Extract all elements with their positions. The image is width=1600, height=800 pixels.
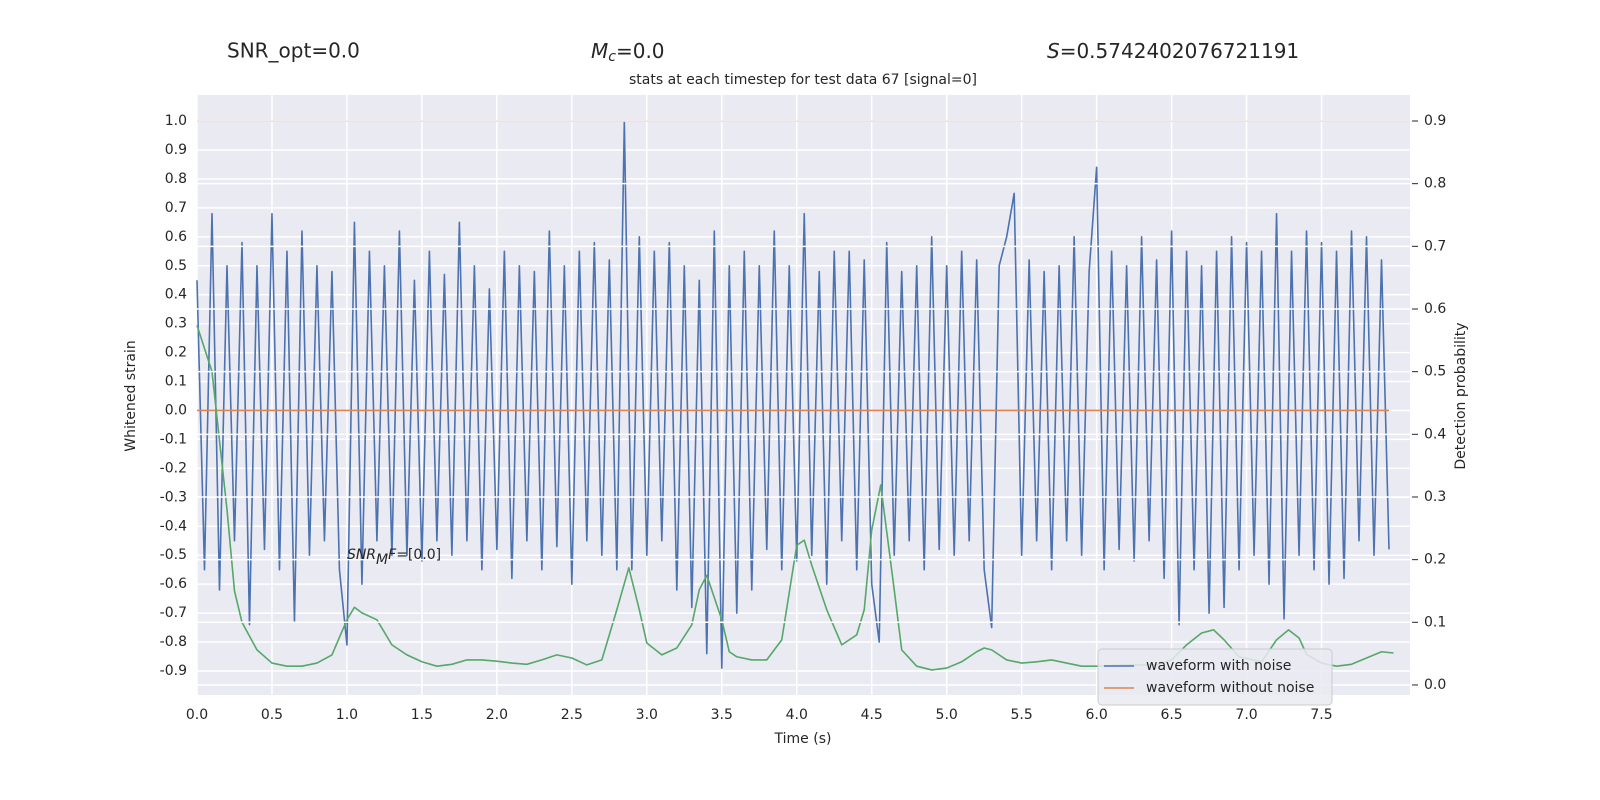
y2-tick-label: 0.3 — [1424, 489, 1446, 505]
axes-layer: 0.0 0.5 1.0 1.5 2.0 2.5 3.0 3.5 4.0 4.5 5.0 5.5 6.0 6… — [160, 113, 1447, 723]
symbol: S — [1047, 39, 1060, 63]
y2-tick-label: 0.1 — [1424, 614, 1446, 630]
y-tick-label: 0.7 — [165, 200, 187, 216]
y-tick-label: 0.1 — [165, 374, 187, 390]
y-axis-label: Whitened strain — [123, 340, 139, 451]
x-tick-label: 5.0 — [936, 707, 958, 723]
x-tick-label: 0.5 — [261, 707, 283, 723]
x-tick-label: 1.5 — [411, 707, 433, 723]
y2-tick-label: 0.4 — [1424, 426, 1446, 442]
y-tick-label: -0.4 — [160, 518, 187, 534]
plot-area — [197, 95, 1410, 695]
y-tick-label: -0.6 — [160, 576, 187, 592]
x-tick-label: 6.0 — [1085, 707, 1107, 723]
stat: S=0.5742402076721191 — [1047, 39, 1299, 63]
subscript: c — [608, 49, 616, 65]
y-tick-label: 0.5 — [165, 258, 187, 274]
y-tick-label: -0.7 — [160, 605, 187, 621]
x-tick-label: 6.5 — [1160, 707, 1182, 723]
symbol: SNR — [347, 547, 376, 563]
y-tick-label: 0.4 — [165, 287, 187, 303]
y2-tick-label: 0.0 — [1424, 677, 1446, 693]
x-tick-label: 7.0 — [1235, 707, 1257, 723]
series-line — [196, 325, 1394, 671]
legend-label: waveform without noise — [1146, 680, 1314, 696]
x-tick-label: 1.0 — [336, 707, 358, 723]
x-tick-label: 4.0 — [786, 707, 808, 723]
y2-tick-label: 0.8 — [1424, 176, 1446, 192]
y2-tick-label: 0.9 — [1424, 113, 1446, 129]
y-tick-label: -0.8 — [160, 634, 187, 650]
y-tick-label: 1.0 — [165, 113, 187, 129]
y-tick-label: -0.1 — [160, 431, 187, 447]
x-axis-label: Time (s) — [774, 731, 832, 747]
legend-label: waveform with noise — [1146, 658, 1291, 674]
y-tick-label: -0.5 — [160, 547, 187, 563]
y-tick-label: 0.8 — [165, 171, 187, 187]
chirp-mass: Mc=0.0 — [591, 39, 665, 66]
y2-tick-label: 0.6 — [1424, 301, 1446, 317]
y-tick-label: -0.2 — [160, 460, 187, 476]
text: =0.5742402076721191 — [1060, 39, 1299, 63]
symbol: M — [591, 39, 608, 63]
chart-title: stats at each timestep for test data 67 … — [629, 72, 977, 88]
subscript: M — [376, 552, 388, 568]
y-tick-label: 0.6 — [165, 229, 187, 245]
y-tick-label: 0.9 — [165, 142, 187, 158]
x-tick-label: 0.0 — [186, 707, 208, 723]
x-tick-label: 2.0 — [486, 707, 508, 723]
y2-axis-label: Detection probability — [1453, 322, 1469, 469]
x-tick-label: 2.5 — [561, 707, 583, 723]
after-subscript: F — [388, 547, 397, 563]
annotation: SNRMF=[0.0] — [347, 547, 441, 568]
y2-tick-label: 0.7 — [1424, 238, 1446, 254]
y-tick-label: -0.9 — [160, 663, 187, 679]
snr-opt: SNR_opt=0.0 — [227, 39, 360, 63]
text: =0.0 — [616, 39, 665, 63]
x-tick-label: 5.5 — [1011, 707, 1033, 723]
y-tick-label: 0.0 — [165, 402, 187, 418]
y-tick-label: -0.3 — [160, 489, 187, 505]
y-tick-label: 0.3 — [165, 316, 187, 332]
text: =[0.0] — [396, 547, 441, 563]
legend-box — [1097, 648, 1333, 706]
y-tick-label: 0.2 — [165, 345, 187, 361]
x-tick-label: 3.0 — [636, 707, 658, 723]
x-tick-label: 3.5 — [711, 707, 733, 723]
y2-tick-label: 0.2 — [1424, 552, 1446, 568]
x-tick-label: 4.5 — [861, 707, 883, 723]
x-tick-label: 7.5 — [1310, 707, 1332, 723]
y2-tick-label: 0.5 — [1424, 364, 1446, 380]
